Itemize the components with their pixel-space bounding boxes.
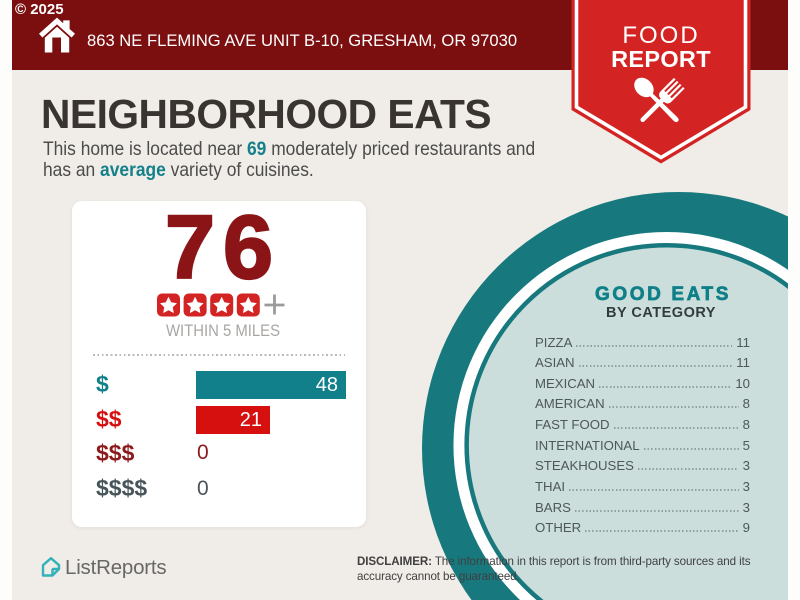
- svg-text:REPORT: REPORT: [611, 46, 711, 72]
- svg-text:FOOD: FOOD: [622, 22, 699, 49]
